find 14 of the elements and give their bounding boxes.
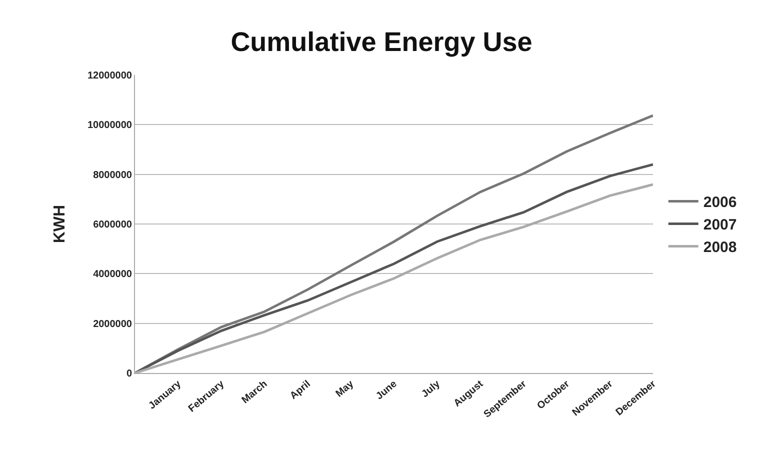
x-tick-label: May	[334, 378, 356, 400]
y-axis-title: KWH	[51, 204, 68, 244]
x-tick-label: July	[420, 378, 443, 400]
y-tick-label: 12000000	[88, 70, 132, 82]
chart-title: Cumulative Energy Use	[230, 26, 532, 57]
y-tick-label: 2000000	[93, 318, 132, 330]
y-tick-label: 4000000	[93, 269, 132, 280]
legend-label: 2007	[703, 216, 737, 234]
y-tick-label: 10000000	[88, 120, 132, 132]
legend-label: 2006	[703, 194, 737, 212]
y-tick-label: 6000000	[93, 220, 132, 230]
legend-label: 2008	[703, 239, 737, 256]
y-tick-label: 8000000	[93, 170, 132, 181]
y-tick-label: 0	[126, 368, 132, 380]
